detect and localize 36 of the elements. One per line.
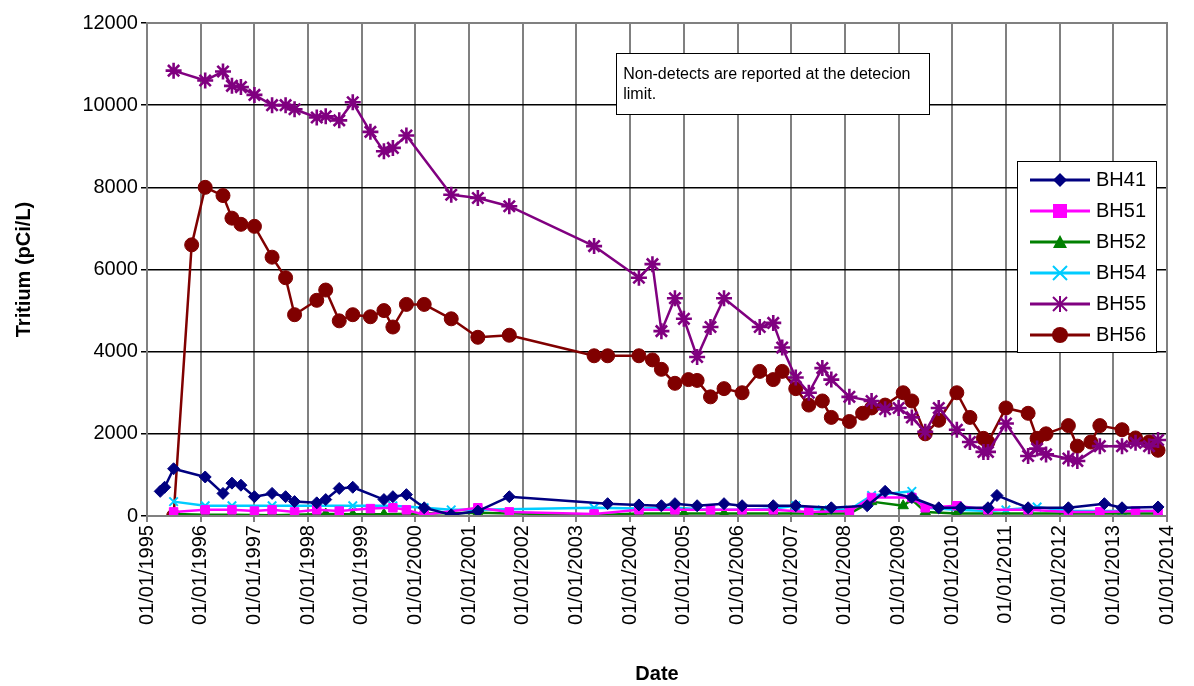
x-tick-label: 01/01/2008 bbox=[832, 525, 855, 626]
x-tick-label: 01/01/2014 bbox=[1154, 525, 1177, 626]
x-tick-label: 01/01/2006 bbox=[725, 525, 748, 626]
x-tick-label: 01/01/2003 bbox=[563, 525, 586, 626]
x-tick-label: 01/01/2013 bbox=[1100, 525, 1123, 626]
y-axis-title: Tritium (pCi/L) bbox=[11, 201, 34, 338]
x-tick-label: 01/01/2004 bbox=[617, 525, 640, 626]
x-tick-label: 01/01/1999 bbox=[349, 525, 372, 626]
y-tick-label: 0 bbox=[126, 503, 138, 526]
y-tick-label: 12000 bbox=[82, 10, 138, 33]
legend-label: BH54 bbox=[1095, 261, 1146, 285]
legend-label: BH52 bbox=[1095, 230, 1146, 254]
y-tick-label: 8000 bbox=[93, 174, 138, 197]
annotation: Non-detects are reported at the detecion limit. bbox=[616, 53, 931, 115]
legend-label: BH56 bbox=[1095, 323, 1146, 347]
x-tick-label: 01/01/2002 bbox=[510, 525, 533, 626]
y-tick-label: 10000 bbox=[82, 92, 138, 115]
x-tick-label: 01/01/1995 bbox=[134, 525, 157, 626]
x-tick-label: 01/01/2010 bbox=[939, 525, 962, 626]
x-tick-label: 01/01/1997 bbox=[241, 525, 264, 626]
y-tick-label: 2000 bbox=[93, 421, 138, 444]
x-tick-label: 01/01/2009 bbox=[886, 525, 909, 626]
x-tick-label: 01/01/2001 bbox=[456, 525, 479, 626]
x-tick-label: 01/01/1996 bbox=[188, 525, 211, 626]
x-tick-label: 01/01/2012 bbox=[1047, 525, 1070, 626]
legend-label: BH41 bbox=[1095, 168, 1146, 192]
x-tick-label: 01/01/2005 bbox=[671, 525, 694, 626]
x-tick-label: 01/01/2000 bbox=[402, 525, 425, 626]
legend-label: BH51 bbox=[1095, 199, 1146, 223]
x-tick-label: 01/01/2011 bbox=[993, 525, 1016, 624]
x-tick-label: 01/01/1998 bbox=[295, 525, 318, 626]
y-tick-label: 4000 bbox=[93, 339, 138, 362]
x-axis-title: Date bbox=[635, 661, 679, 684]
x-tick-label: 01/01/2007 bbox=[778, 525, 801, 626]
y-tick-label: 6000 bbox=[93, 257, 138, 280]
legend-label: BH55 bbox=[1095, 292, 1146, 316]
